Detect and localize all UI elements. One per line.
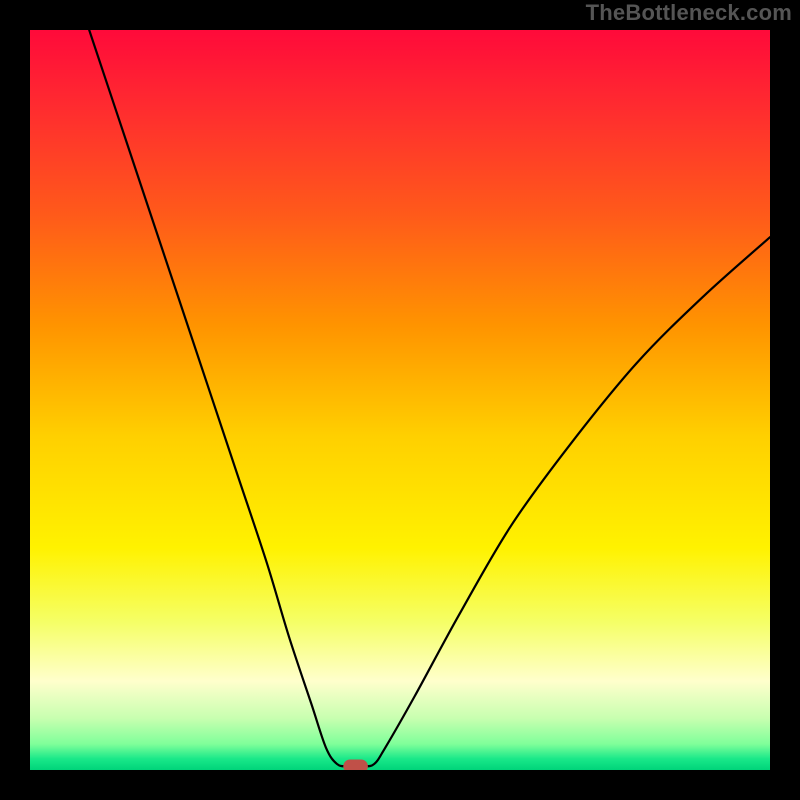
- bottleneck-plot: [30, 30, 770, 770]
- optimal-point-marker: [344, 760, 368, 770]
- watermark-text: TheBottleneck.com: [586, 0, 792, 26]
- chart-frame: TheBottleneck.com: [0, 0, 800, 800]
- plot-background: [30, 30, 770, 770]
